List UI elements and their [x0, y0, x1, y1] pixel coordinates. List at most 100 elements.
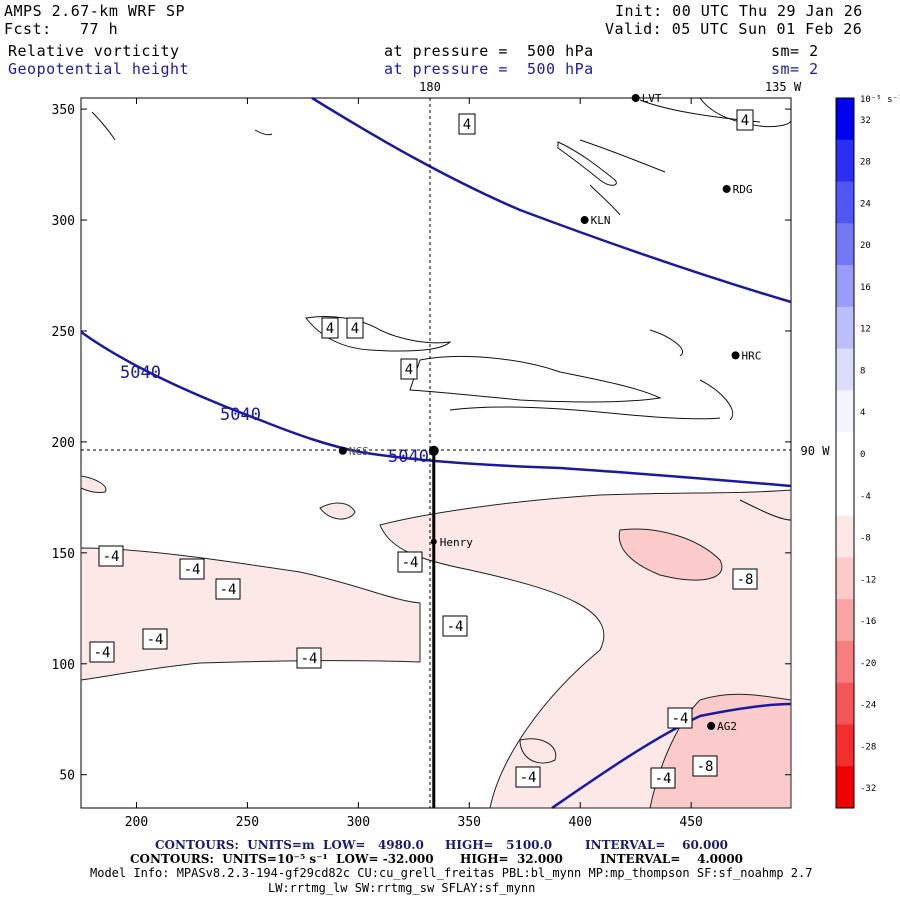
height-label-1: 5040 — [120, 363, 161, 383]
colorbar-label: 24 — [860, 199, 871, 209]
x-tick-label: 300 — [347, 815, 370, 830]
vorticity-label-box — [732, 568, 758, 590]
footer-vort-interval: INTERVAL= 4.0000 — [600, 852, 744, 866]
lon-90w-label: 90 W — [801, 444, 831, 458]
colorbar-label: -8 — [860, 534, 871, 544]
vorticity-label-box — [458, 113, 476, 135]
footer-height-interval: INTERVAL= 60.000 — [585, 838, 729, 852]
colorbar-label: -24 — [860, 701, 876, 711]
vorticity-label-box — [296, 647, 322, 669]
station-label-lvt: LVT — [642, 92, 662, 105]
valid-time: Valid: 05 UTC Sun 01 Feb 26 — [605, 20, 863, 38]
colorbar-segment — [836, 599, 854, 642]
colorbar-segment — [836, 724, 854, 767]
colorbar-segment — [836, 473, 854, 517]
lon-135w-label: 135 W — [765, 80, 802, 94]
footer-height-high: HIGH= 5100.0 — [445, 838, 553, 852]
vorticity-label: -4 — [520, 770, 537, 786]
vorticity-label-box — [346, 317, 364, 339]
vorticity-label-box — [321, 317, 339, 339]
model-title: AMPS 2.67-km WRF SP — [4, 2, 186, 20]
footer-height-contours: CONTOURS: UNITS=m LOW= 4980.0 — [155, 838, 424, 852]
colorbar-segment — [836, 432, 854, 475]
vorticity-label: 4 — [351, 321, 359, 337]
footer-model-info: Model Info: MPASv8.2.3-194-gf29cd82c CU:… — [90, 866, 813, 880]
vorticity-label: 4 — [405, 362, 413, 378]
station-marker-ag2 — [707, 721, 716, 730]
field1-name: Relative vorticity — [8, 42, 180, 60]
vorticity-label-box — [142, 628, 168, 650]
colorbar-segment — [836, 390, 854, 433]
forecast-label: Fcst: — [4, 20, 52, 38]
vorticity-label: -4 — [402, 555, 419, 571]
vorticity-label: -8 — [737, 572, 754, 588]
colorbar-label: 16 — [860, 283, 871, 293]
colorbar-segment — [836, 766, 854, 809]
colorbar-segment — [836, 181, 854, 224]
vorticity-label: -4 — [672, 711, 689, 727]
station-marker-ncs — [338, 446, 347, 455]
vorticity-label: -4 — [655, 771, 672, 787]
colorbar-label: -32 — [860, 784, 876, 794]
station-label-henry: Henry — [440, 536, 473, 549]
colorbar-label: 28 — [860, 158, 871, 168]
vorticity-label: -4 — [103, 549, 120, 565]
vorticity-label-box — [442, 615, 468, 637]
vorticity-label: -4 — [184, 562, 201, 578]
colorbar-segment — [836, 98, 854, 141]
vorticity-label: -4 — [447, 619, 464, 635]
x-tick-label: 250 — [236, 815, 259, 830]
station-label-ncs: NCS — [349, 445, 369, 458]
vorticity-label-box — [515, 766, 541, 788]
station-marker-hrc — [731, 351, 740, 360]
vorticity-label-box — [397, 551, 423, 573]
field1-level: at pressure = 500 hPa — [384, 42, 594, 60]
field2-name: Geopotential height — [8, 60, 190, 78]
footer-vort-high: HIGH= 32.000 — [460, 852, 563, 866]
colorbar-segment — [836, 306, 854, 350]
y-tick-label: 50 — [59, 769, 75, 784]
station-label-ag2: AG2 — [717, 720, 737, 733]
vorticity-label-box — [89, 641, 115, 663]
vorticity-label: -4 — [220, 582, 237, 598]
x-tick-label: 350 — [458, 815, 481, 830]
y-tick-label: 200 — [52, 436, 75, 451]
vorticity-label-box — [400, 358, 418, 380]
y-tick-label: 350 — [52, 103, 75, 118]
field1-smoothing: sm= 2 — [771, 42, 819, 60]
vorticity-label: -4 — [301, 651, 318, 667]
cross-section-start-marker[interactable] — [428, 445, 439, 456]
vorticity-label-box — [692, 755, 718, 777]
field2-smoothing: sm= 2 — [771, 60, 819, 78]
field2-level: at pressure = 500 hPa — [384, 60, 594, 78]
vorticity-label-box — [179, 558, 205, 580]
station-marker-kln — [580, 216, 589, 225]
x-tick-label: 200 — [125, 815, 148, 830]
height-label-2: 5040 — [220, 405, 261, 425]
colorbar-label: -12 — [860, 575, 876, 585]
x-tick-label: 450 — [679, 815, 702, 830]
colorbar-label: 20 — [860, 241, 871, 251]
vorticity-labels: 4 4 4 4 4 -4 -4 -4 -4 -4 -4 -4 -4 -4 -4 -4 -8 -8 — [89, 109, 758, 789]
vorticity-label: -8 — [697, 759, 714, 775]
station-label-kln: KLN — [591, 214, 611, 227]
colorbar-frame — [835, 97, 855, 809]
colorbar-segment — [836, 265, 854, 308]
station-marker-lvt — [631, 94, 640, 102]
colorbar-segment — [836, 557, 854, 600]
x-tick-label: 400 — [568, 815, 591, 830]
height-label-3: 5040 — [388, 447, 429, 467]
colorbar-segment — [836, 139, 854, 183]
forecast-hour: 77 h — [80, 20, 119, 38]
vorticity-label-box — [215, 578, 241, 600]
colorbar-label: 0 — [860, 450, 865, 460]
y-tick-label: 150 — [52, 547, 75, 562]
y-tick-label: 300 — [52, 214, 75, 229]
colorbar-segment — [836, 348, 854, 391]
colorbar-label: -4 — [860, 492, 871, 502]
vorticity-label-box — [650, 767, 676, 789]
colorbar-unit: 10⁻⁵ s⁻¹ — [860, 95, 900, 105]
vorticity-label: 4 — [326, 321, 334, 337]
vorticity-label: 4 — [463, 117, 471, 133]
